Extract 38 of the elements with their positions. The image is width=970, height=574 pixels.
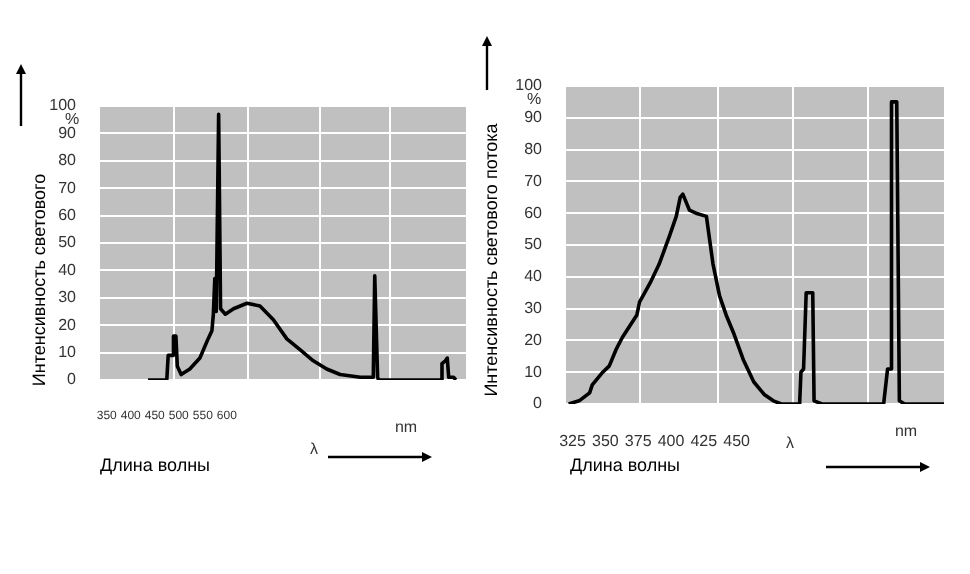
y-tick-label: 60	[58, 206, 78, 225]
x-tick-label: 375	[624, 432, 653, 451]
x-tick-label: 400	[657, 432, 686, 451]
x-tick-label: 425	[690, 432, 719, 451]
y-tick-label: 50	[58, 233, 78, 252]
y-tick-label: 70	[524, 171, 544, 190]
y-tick-label: 70	[58, 178, 78, 197]
y-tick-label: 10	[58, 343, 78, 362]
y-tick-label: 100	[515, 76, 544, 95]
y-tick-label: 10	[524, 362, 544, 381]
y-tick-label: 80	[58, 151, 78, 170]
x-axis-title: Длина волны	[570, 454, 681, 475]
y-tick-label: 30	[58, 288, 78, 307]
x-tick-label: 450	[723, 432, 752, 451]
y-tick-label: 50	[524, 235, 544, 254]
y-tick-label: 0	[533, 394, 544, 413]
y-tick-label: 100	[49, 96, 78, 115]
y-tick-label: 40	[58, 260, 78, 279]
x-axis-title: Длина волны	[100, 454, 211, 475]
text: λ	[786, 434, 794, 453]
y-tick-label: 80	[524, 140, 544, 159]
y-tick-label: 90	[524, 108, 544, 127]
text: nm	[394, 418, 418, 437]
y-tick-label: 30	[524, 299, 544, 318]
y-tick-label: 40	[524, 267, 544, 286]
y-tick-label: 20	[58, 315, 78, 334]
text: %	[526, 90, 542, 109]
y-tick-label: 20	[524, 330, 544, 349]
y-tick-label: 60	[524, 203, 544, 222]
y-axis-title: Интенсивность светового потока	[480, 123, 501, 397]
y-tick-label: 90	[58, 123, 78, 142]
text: λ	[310, 440, 318, 459]
y-axis-title: Интенсивность светового	[28, 173, 49, 387]
x-tick-label: 350	[592, 432, 620, 451]
x-tick-label: 325	[559, 432, 587, 451]
text: nm	[894, 422, 918, 441]
y-tick-label: 0	[67, 370, 78, 389]
text: %	[64, 110, 80, 129]
